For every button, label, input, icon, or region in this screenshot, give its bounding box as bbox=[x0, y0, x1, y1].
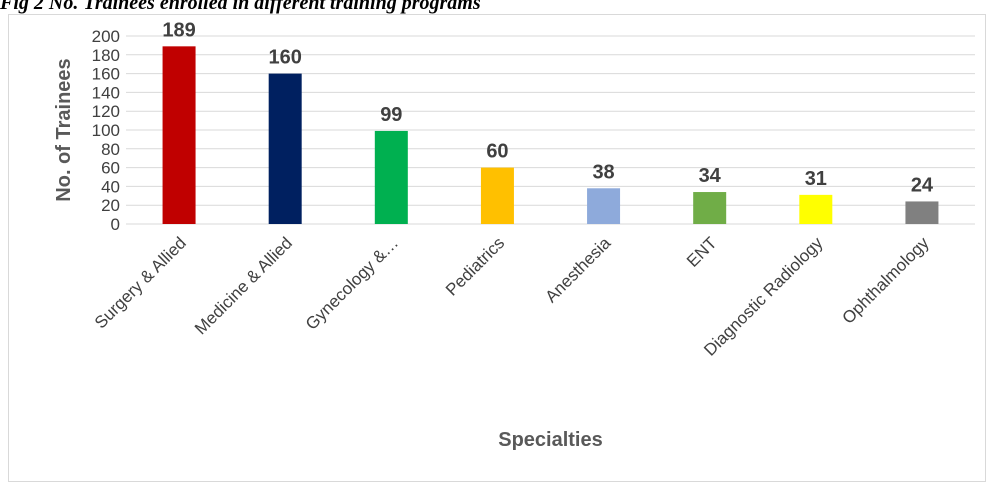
y-tick-label: 180 bbox=[92, 46, 120, 65]
y-tick-label: 0 bbox=[111, 215, 120, 234]
y-tick-label: 120 bbox=[92, 102, 120, 121]
x-category-label: ENT bbox=[683, 233, 720, 270]
bar-value-label: 34 bbox=[699, 165, 722, 187]
y-tick-label: 40 bbox=[101, 177, 120, 196]
bar bbox=[587, 188, 621, 224]
x-category-label: Surgery & Allied bbox=[91, 233, 190, 332]
y-tick-label: 20 bbox=[101, 196, 120, 215]
x-category-label: Diagnostic Radiology bbox=[700, 233, 827, 360]
x-category-label: Gynecology &… bbox=[302, 233, 402, 333]
x-category-label: Pediatrics bbox=[442, 233, 508, 299]
bar bbox=[374, 130, 408, 224]
value-labels: 189 160 99 60 38 34 31 24 bbox=[162, 19, 934, 196]
bar-value-label: 38 bbox=[592, 161, 614, 183]
gridlines bbox=[126, 35, 975, 225]
bar-value-label: 189 bbox=[162, 19, 195, 41]
bar bbox=[799, 194, 833, 224]
bar bbox=[268, 73, 302, 224]
bar bbox=[480, 167, 514, 224]
bars bbox=[162, 46, 939, 225]
x-category-label: Medicine & Allied bbox=[191, 233, 296, 338]
bar-value-label: 99 bbox=[380, 104, 402, 126]
y-tick-label: 80 bbox=[101, 140, 120, 159]
bar bbox=[693, 192, 727, 224]
x-axis-title: Specialties bbox=[498, 429, 603, 451]
x-category-label: Anesthesia bbox=[541, 233, 614, 306]
x-axis-categories: Surgery & Allied Medicine & Allied Gynecol… bbox=[91, 233, 933, 360]
y-tick-label: 160 bbox=[92, 65, 120, 84]
bar-value-label: 24 bbox=[911, 174, 934, 196]
bar bbox=[905, 201, 939, 224]
bar bbox=[162, 46, 196, 225]
y-tick-label: 100 bbox=[92, 121, 120, 140]
y-tick-label: 140 bbox=[92, 83, 120, 102]
figure-caption: Fig 2 No. Trainees enrolled in different… bbox=[0, 0, 481, 14]
y-tick-label: 200 bbox=[92, 27, 120, 46]
bar-value-label: 160 bbox=[269, 47, 302, 69]
y-axis-title: No. of Trainees bbox=[53, 58, 75, 201]
bar-value-label: 31 bbox=[805, 168, 827, 190]
y-tick-label: 60 bbox=[101, 159, 120, 178]
bar-value-label: 60 bbox=[486, 141, 508, 163]
x-category-label: Ophthalmology bbox=[838, 233, 933, 328]
